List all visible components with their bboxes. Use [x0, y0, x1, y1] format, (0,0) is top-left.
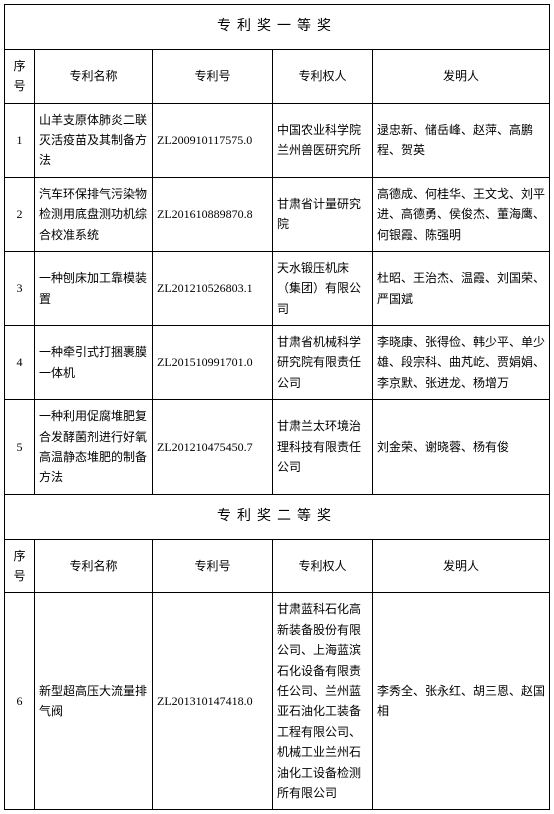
cell-num: ZL201210526803.1	[153, 251, 273, 325]
cell-inv: 刘金荣、谢晓蓉、杨有俊	[373, 400, 550, 495]
column-header-owner: 专利权人	[273, 539, 373, 593]
cell-inv: 逯忠新、储岳峰、赵萍、高鹏程、贺英	[373, 103, 550, 177]
column-header-inv: 发明人	[373, 539, 550, 593]
column-header-num: 专利号	[153, 49, 273, 103]
cell-name: 汽车环保排气污染物检测用底盘测功机综合校准系统	[35, 177, 153, 251]
cell-name: 一种利用促腐堆肥复合发酵菌剂进行好氧高温静态堆肥的制备方法	[35, 400, 153, 495]
cell-owner: 甘肃兰太环境治理科技有限责任公司	[273, 400, 373, 495]
cell-name: 一种刨床加工靠模装置	[35, 251, 153, 325]
cell-idx: 3	[5, 251, 35, 325]
table-row: 6新型超高压大流量排气阀ZL201310147418.0甘肃蓝科石化高新装备股份…	[5, 593, 550, 810]
cell-num: ZL201510991701.0	[153, 326, 273, 400]
column-header-owner: 专利权人	[273, 49, 373, 103]
cell-inv: 李秀全、张永红、胡三恩、赵国相	[373, 593, 550, 810]
cell-idx: 4	[5, 326, 35, 400]
cell-owner: 甘肃省机械科学研究院有限责任公司	[273, 326, 373, 400]
cell-num: ZL201610889870.8	[153, 177, 273, 251]
cell-name: 新型超高压大流量排气阀	[35, 593, 153, 810]
cell-owner: 天水锻压机床（集团）有限公司	[273, 251, 373, 325]
column-header-idx: 序号	[5, 539, 35, 593]
cell-owner: 中国农业科学院兰州兽医研究所	[273, 103, 373, 177]
cell-idx: 1	[5, 103, 35, 177]
cell-owner: 甘肃省计量研究院	[273, 177, 373, 251]
cell-name: 一种牵引式打捆裹膜一体机	[35, 326, 153, 400]
column-header-inv: 发明人	[373, 49, 550, 103]
column-header-name: 专利名称	[35, 49, 153, 103]
column-header-name: 专利名称	[35, 539, 153, 593]
cell-owner: 甘肃蓝科石化高新装备股份有限公司、上海蓝滨石化设备有限责任公司、兰州蓝亚石油化工…	[273, 593, 373, 810]
section-title: 专利奖二等奖	[5, 494, 550, 539]
cell-idx: 5	[5, 400, 35, 495]
cell-inv: 李晓康、张得俭、韩少平、单少雄、段宗科、曲芃屹、贾娟娟、李京默、张进龙、杨增万	[373, 326, 550, 400]
cell-num: ZL201310147418.0	[153, 593, 273, 810]
table-row: 1山羊支原体肺炎二联灭活疫苗及其制备方法ZL200910117575.0中国农业…	[5, 103, 550, 177]
section-title: 专利奖一等奖	[5, 5, 550, 50]
cell-num: ZL200910117575.0	[153, 103, 273, 177]
table-row: 4一种牵引式打捆裹膜一体机ZL201510991701.0甘肃省机械科学研究院有…	[5, 326, 550, 400]
cell-inv: 高德成、何桂华、王文戈、刘平进、高德勇、侯俊杰、董海鹰、何银霞、陈强明	[373, 177, 550, 251]
table-row: 3一种刨床加工靠模装置ZL201210526803.1天水锻压机床（集团）有限公…	[5, 251, 550, 325]
cell-idx: 6	[5, 593, 35, 810]
cell-inv: 杜昭、王治杰、温霞、刘国荣、严国斌	[373, 251, 550, 325]
cell-name: 山羊支原体肺炎二联灭活疫苗及其制备方法	[35, 103, 153, 177]
column-header-num: 专利号	[153, 539, 273, 593]
table-row: 2汽车环保排气污染物检测用底盘测功机综合校准系统ZL201610889870.8…	[5, 177, 550, 251]
cell-num: ZL201210475450.7	[153, 400, 273, 495]
patent-award-table: 专利奖一等奖序号专利名称专利号专利权人发明人1山羊支原体肺炎二联灭活疫苗及其制备…	[4, 4, 550, 810]
cell-idx: 2	[5, 177, 35, 251]
table-row: 5一种利用促腐堆肥复合发酵菌剂进行好氧高温静态堆肥的制备方法ZL20121047…	[5, 400, 550, 495]
column-header-idx: 序号	[5, 49, 35, 103]
